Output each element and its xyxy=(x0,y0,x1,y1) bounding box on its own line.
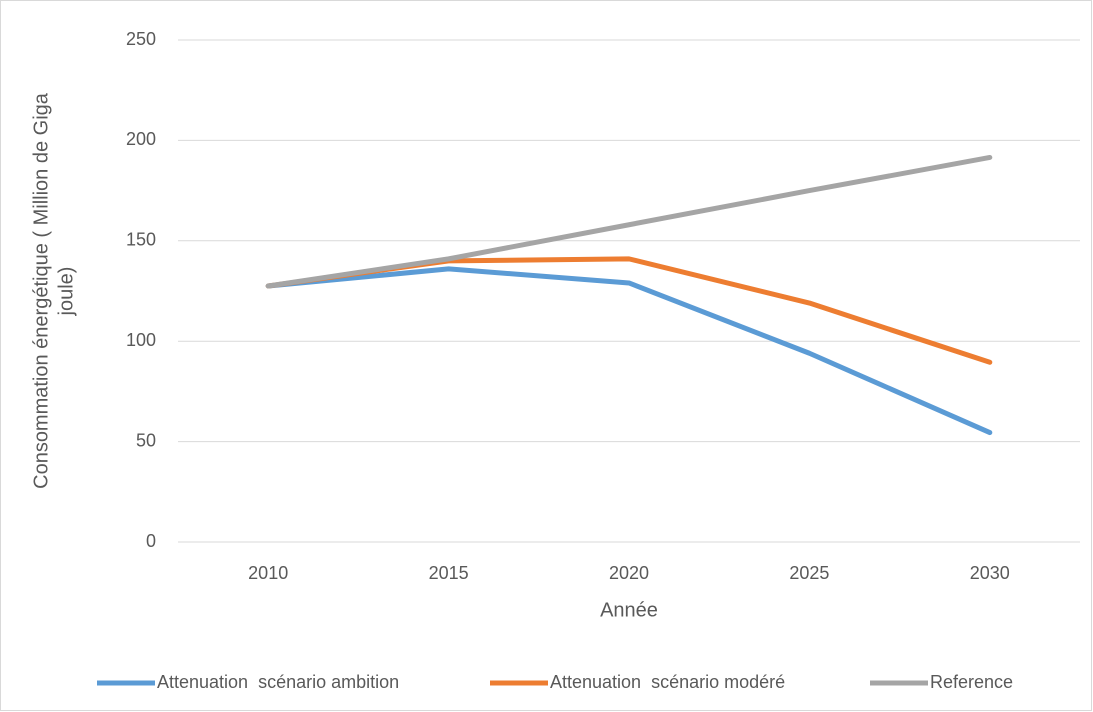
series-line xyxy=(265,266,993,436)
x-tick-label: 2010 xyxy=(248,563,288,583)
legend-label: Attenuation scénario ambition xyxy=(157,672,399,692)
y-tick-label: 0 xyxy=(146,531,156,551)
x-tick-label: 2025 xyxy=(789,563,829,583)
y-tick-label: 200 xyxy=(126,129,156,149)
x-tick-label: 2020 xyxy=(609,563,649,583)
x-axis-title: Année xyxy=(600,599,658,621)
x-tick-label: 2030 xyxy=(970,563,1010,583)
y-tick-label: 50 xyxy=(136,430,156,450)
series-line xyxy=(265,154,993,289)
y-axis-title: joule) xyxy=(55,267,77,317)
y-tick-label: 150 xyxy=(126,230,156,250)
legend-label: Attenuation scénario modéré xyxy=(550,672,785,692)
y-tick-label: 100 xyxy=(126,330,156,350)
legend-label: Reference xyxy=(930,672,1013,692)
x-tick-label: 2015 xyxy=(429,563,469,583)
y-tick-label: 250 xyxy=(126,29,156,49)
y-axis-title: Consommation énergétique ( Million de Gi… xyxy=(30,92,52,489)
